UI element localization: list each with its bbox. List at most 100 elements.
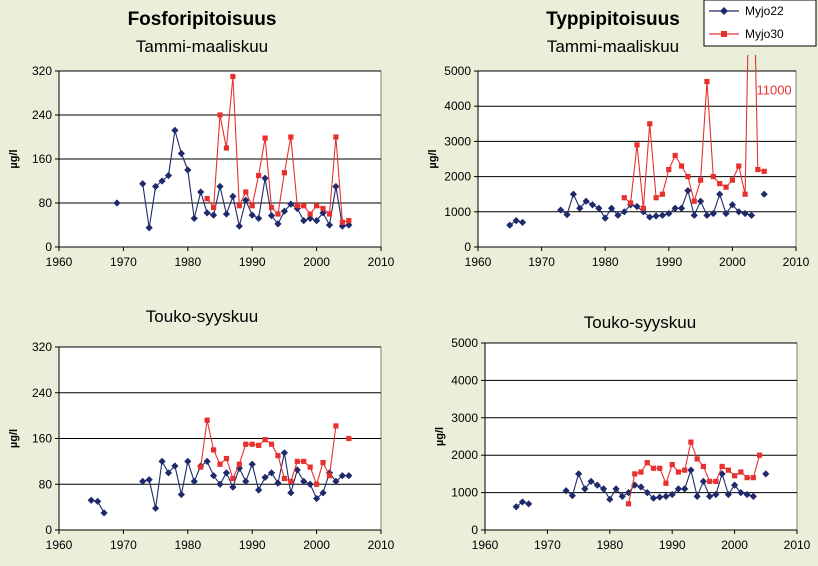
point-myjo30-tr-1994	[691, 198, 697, 204]
point-myjo22-tl-1982	[197, 188, 205, 196]
point-myjo22-tl-1984	[209, 211, 218, 219]
point-myjo30-tl-2001	[320, 205, 326, 212]
point-myjo22-tl-1991	[255, 214, 263, 222]
point-myjo22-br-1980	[606, 495, 614, 503]
point-myjo22-tl-1987	[229, 192, 237, 200]
point-myjo22-br-1976	[581, 485, 589, 493]
title-phosphorus: Fosforipitoisuus	[128, 9, 277, 30]
ytick-label-bl-160: 160	[32, 432, 52, 446]
point-myjo22-br-1996	[706, 492, 714, 500]
point-myjo22-bl-1966	[94, 497, 102, 506]
point-myjo22-tl-1974	[145, 224, 153, 232]
point-myjo30-bl-1982	[198, 464, 204, 470]
point-myjo22-bl-2003	[332, 477, 340, 485]
point-myjo22-br-2000	[731, 481, 739, 489]
point-myjo30-br-1999	[725, 467, 731, 473]
ytick-label-tr-3000: 3000	[444, 134, 471, 148]
point-myjo22-tr-1981	[607, 204, 616, 212]
legend-label-myjo30: Myjo30	[745, 27, 784, 41]
point-myjo22-tl-2002	[325, 221, 334, 229]
point-myjo22-tl-1990	[248, 211, 256, 219]
point-myjo30-br-2000	[732, 473, 738, 479]
point-myjo22-br-2003	[749, 492, 757, 500]
ytick-label-tr-2000: 2000	[444, 170, 471, 184]
point-myjo30-br-1983	[625, 501, 632, 507]
xtick-label-tl-2010: 2010	[368, 255, 395, 269]
point-myjo30-br-1994	[694, 456, 700, 462]
point-myjo22-br-1986	[643, 489, 651, 497]
point-myjo22-br-1992	[681, 485, 689, 493]
point-myjo22-br-1979	[599, 485, 608, 493]
point-myjo30-br-2004	[756, 452, 763, 458]
point-myjo22-tl-1985	[216, 182, 224, 191]
point-myjo30-tr-1990	[666, 166, 672, 173]
point-myjo22-tl-1988	[235, 222, 243, 230]
point-myjo30-tr-1984	[628, 200, 634, 206]
point-myjo30-bl-2003	[333, 423, 339, 429]
ytick-label-tr-4000: 4000	[444, 99, 471, 113]
point-myjo22-br-1973	[562, 487, 570, 495]
point-myjo22-tl-1996	[287, 200, 295, 208]
point-myjo22-tl-1979	[177, 149, 185, 158]
point-myjo22-tl-1993	[267, 212, 276, 220]
point-myjo30-br-1989	[663, 480, 669, 486]
point-myjo22-tr-1993	[684, 187, 692, 195]
xtick-label-br-2010: 2010	[784, 538, 811, 552]
xtick-label-bl-1960: 1960	[46, 538, 73, 552]
point-myjo22-tr-1985	[633, 202, 641, 211]
point-myjo30-tl-1995	[281, 170, 287, 176]
point-myjo30-tr-2000	[729, 177, 735, 183]
chart-br: 0 1000 2000 3000 4000 5000 1960 1970 1980 1990 200…	[434, 336, 811, 552]
xtick-label-bl-2010: 2010	[368, 538, 395, 552]
point-myjo22-tl-1977	[164, 171, 173, 180]
xtick-label-tr-1990: 1990	[655, 255, 682, 269]
point-myjo22-tr-1998	[716, 190, 724, 198]
point-myjo22-br-1990	[668, 490, 676, 499]
point-myjo22-br-1965	[512, 503, 520, 511]
xtick-label-bl-1990: 1990	[239, 538, 266, 552]
point-myjo30-tr-2001	[736, 163, 742, 169]
xtick-label-br-1960: 1960	[472, 538, 499, 552]
xtick-label-tl-1980: 1980	[174, 255, 201, 269]
point-myjo30-br-2001	[738, 469, 744, 475]
xtick-label-br-1990: 1990	[659, 538, 686, 552]
point-myjo30-tl-1988	[236, 203, 242, 209]
point-myjo22-bl-2005	[345, 472, 353, 480]
point-myjo22-br-1981	[612, 485, 620, 493]
point-myjo22-tl-2001	[319, 209, 327, 217]
point-myjo30-tr-1999	[723, 184, 729, 190]
point-myjo22-br-1985	[637, 483, 645, 491]
point-myjo30-bl-1995	[281, 475, 287, 482]
point-myjo22-br-1982	[618, 492, 626, 500]
point-myjo30-bl-1997	[294, 458, 300, 464]
point-myjo30-tr-1989	[659, 191, 666, 197]
subtitle-top-left: Tammi-maaliskuu	[136, 37, 268, 56]
point-myjo22-tr-1988	[652, 212, 660, 220]
point-myjo22-br-1984	[631, 481, 639, 489]
point-myjo22-tl-1973	[139, 180, 147, 188]
annotation-tr: 11000	[756, 82, 791, 97]
plot-area-tr	[477, 70, 797, 248]
point-myjo22-br-2001	[737, 489, 745, 497]
xtick-label-tr-1960: 1960	[465, 255, 492, 269]
point-myjo22-tl-1989	[242, 196, 250, 204]
point-myjo30-br-1991	[675, 469, 682, 475]
point-myjo22-br-1995	[699, 477, 707, 485]
point-myjo22-bl-1999	[306, 480, 314, 488]
line-myjo30-br-0	[627, 441, 761, 504]
ytick-label-tr-0: 0	[464, 240, 471, 254]
point-myjo22-tl-2000	[313, 217, 321, 225]
point-myjo30-tl-1996	[288, 134, 294, 140]
point-myjo30-bl-1998	[301, 458, 307, 464]
point-myjo22-bl-1991	[255, 486, 263, 494]
point-myjo30-tr-2004	[755, 166, 761, 173]
point-myjo22-tl-1992	[261, 174, 269, 182]
point-myjo22-br-2005	[762, 470, 770, 478]
point-myjo30-tl-1986	[223, 145, 230, 151]
point-myjo22-bl-2004	[338, 472, 346, 480]
point-myjo22-tr-2003	[747, 211, 756, 219]
point-myjo22-br-1977	[587, 477, 595, 485]
point-myjo22-tl-1978	[171, 126, 179, 134]
point-myjo30-tl-1989	[243, 189, 249, 195]
point-myjo30-bl-1987	[230, 475, 236, 482]
